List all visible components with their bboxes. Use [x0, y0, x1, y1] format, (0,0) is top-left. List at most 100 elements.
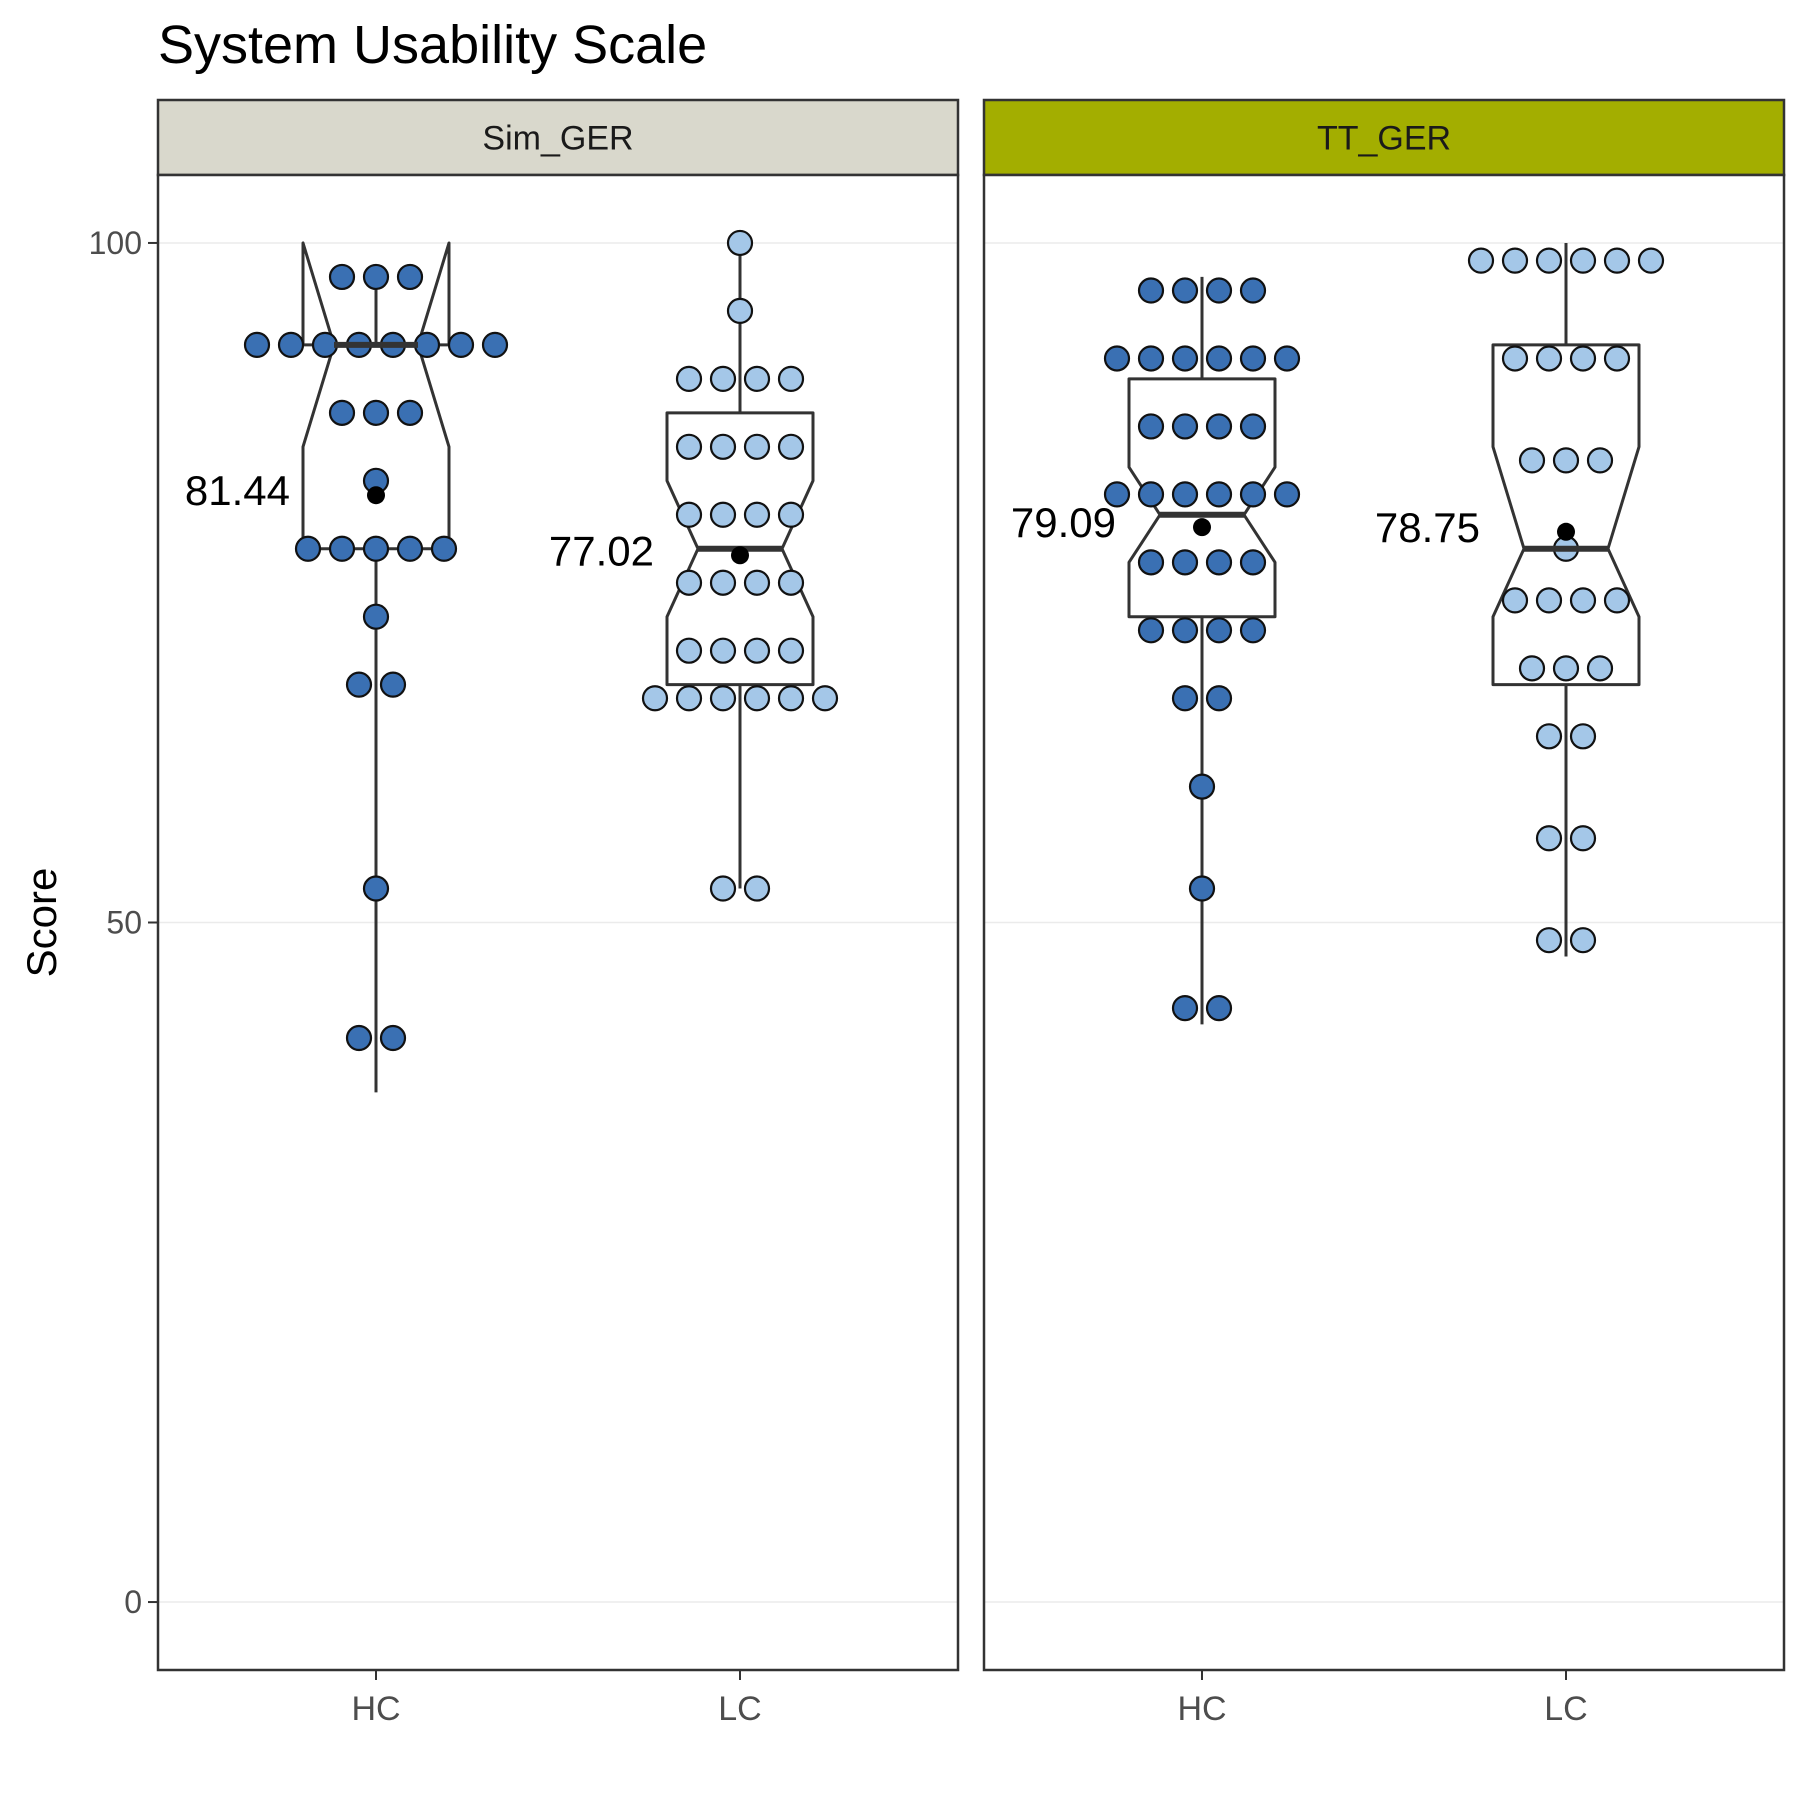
mean-point: [731, 546, 749, 565]
data-point: [1171, 549, 1199, 576]
data-point: [1535, 587, 1563, 614]
data-point: [1569, 927, 1597, 954]
data-point: [362, 399, 390, 426]
data-point: [1137, 345, 1165, 372]
data-point: [1637, 247, 1665, 274]
data-point: [1137, 481, 1165, 508]
mean-label: 78.75: [1375, 504, 1480, 551]
data-point: [362, 535, 390, 562]
data-point: [709, 569, 737, 596]
data-point: [1103, 345, 1131, 372]
data-point: [1239, 345, 1267, 372]
facet-strip-label: Sim_GER: [482, 120, 633, 158]
data-point: [1171, 481, 1199, 508]
data-point: [1171, 345, 1199, 372]
data-point: [1171, 995, 1199, 1022]
data-point: [1205, 345, 1233, 372]
data-point: [430, 535, 458, 562]
data-point: [1535, 825, 1563, 852]
data-point: [726, 229, 754, 257]
data-point: [1518, 655, 1546, 682]
mean-label: 79.09: [1011, 499, 1116, 546]
data-point: [675, 501, 703, 528]
data-point: [1205, 995, 1233, 1022]
facet-strip: [982, 98, 1786, 177]
data-point: [1535, 723, 1563, 750]
y-tick-label: 0: [124, 1584, 142, 1620]
data-point: [743, 501, 771, 528]
data-point: [277, 331, 305, 358]
data-point: [675, 569, 703, 596]
x-tick-label: LC: [1544, 1690, 1587, 1728]
box-lc: [1491, 343, 1641, 687]
data-point: [1603, 345, 1631, 372]
data-point: [1552, 447, 1580, 474]
data-point: [362, 263, 390, 291]
chart-title: System Usability Scale: [158, 15, 708, 75]
data-point: [777, 365, 805, 392]
data-point: [362, 875, 390, 902]
data-point: [328, 399, 356, 426]
mean-point: [1193, 518, 1211, 537]
data-point: [675, 637, 703, 664]
data-point: [1569, 247, 1597, 274]
mean-point: [1557, 522, 1575, 541]
data-point: [709, 433, 737, 460]
mean-point: [367, 486, 385, 505]
data-point: [328, 535, 356, 562]
data-point: [1501, 587, 1529, 614]
data-point: [777, 637, 805, 664]
data-point: [481, 331, 509, 358]
data-point: [1171, 413, 1199, 440]
data-point: [311, 331, 339, 358]
data-point: [1535, 927, 1563, 954]
data-point: [447, 331, 475, 358]
x-tick-label: HC: [1177, 1690, 1226, 1728]
data-point: [1569, 723, 1597, 750]
data-point: [1569, 825, 1597, 852]
data-point: [709, 637, 737, 664]
data-point: [743, 433, 771, 460]
data-point: [294, 535, 322, 562]
data-point: [675, 365, 703, 392]
data-point: [1569, 345, 1597, 372]
y-tick-label: 50: [106, 905, 142, 941]
panel-border: [982, 173, 1786, 1672]
data-point: [1569, 587, 1597, 614]
data-point: [1586, 447, 1614, 474]
data-point: [1239, 413, 1267, 440]
data-point: [243, 331, 271, 358]
data-point: [1171, 277, 1199, 304]
data-point: [777, 685, 805, 712]
data-point: [777, 569, 805, 596]
data-point: [328, 263, 356, 291]
data-point: [1586, 655, 1614, 682]
data-point: [743, 637, 771, 664]
data-point: [1171, 617, 1199, 644]
data-point: [1501, 247, 1529, 274]
panel-border: [156, 173, 960, 1672]
data-point: [1205, 277, 1233, 304]
data-point: [1501, 345, 1529, 372]
data-point: [413, 331, 441, 358]
data-point: [1239, 549, 1267, 576]
data-point: [1467, 247, 1495, 274]
mean-label: 77.02: [549, 527, 654, 574]
data-point: [641, 685, 669, 712]
data-point: [1239, 481, 1267, 508]
data-point: [1518, 447, 1546, 474]
data-point: [1535, 345, 1563, 372]
data-point: [1239, 277, 1267, 304]
data-point: [345, 1024, 373, 1052]
data-point: [1205, 685, 1233, 712]
data-point: [777, 501, 805, 528]
data-point: [396, 535, 424, 562]
data-point: [379, 1024, 407, 1052]
data-point: [1137, 413, 1165, 440]
data-point: [675, 433, 703, 460]
data-point: [1273, 481, 1301, 508]
x-tick-label: LC: [718, 1690, 761, 1728]
data-point: [1137, 617, 1165, 644]
facet-strip-label: TT_GER: [1317, 120, 1451, 158]
